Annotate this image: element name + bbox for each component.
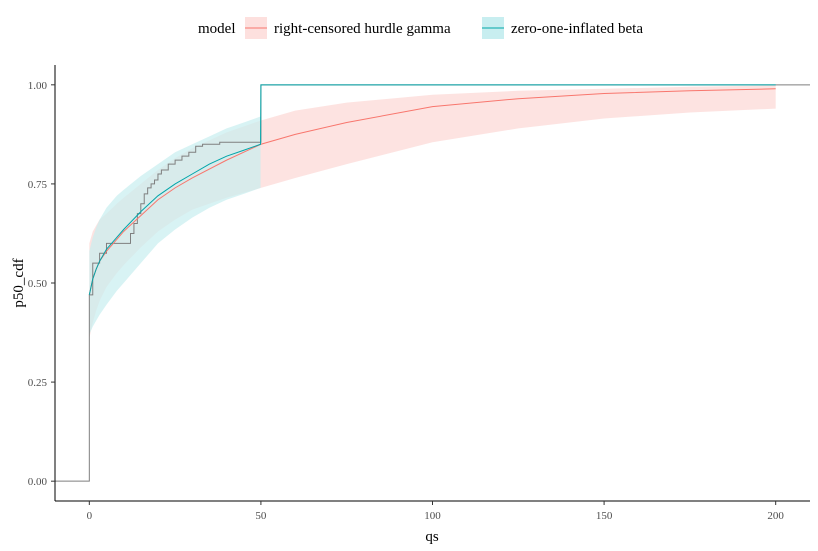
y-tick-label: 0.75 [28, 179, 48, 191]
y-tick-label: 0.25 [28, 377, 48, 389]
ribbon-layer [89, 85, 776, 339]
x-ticks: 0 50 100 150 200 [87, 501, 784, 522]
legend-entry-zoib: zero-one-inflated beta [482, 17, 643, 39]
line-layer [55, 84, 810, 482]
y-tick-label: 0.00 [28, 476, 48, 488]
empirical-cdf-line [55, 84, 810, 482]
x-axis-title: qs [425, 529, 439, 545]
ribbon-0 [89, 85, 776, 339]
x-tick-label: 150 [596, 510, 613, 522]
legend-entry-hurdle-gamma: right-censored hurdle gamma [245, 17, 451, 39]
ribbon-1 [89, 116, 261, 335]
y-tick-label: 1.00 [28, 80, 48, 92]
y-ticks: 0.00 0.25 0.50 0.75 1.00 [28, 80, 55, 488]
x-tick-label: 200 [767, 510, 784, 522]
legend: model right-censored hurdle gamma zero-o… [198, 17, 643, 39]
x-tick-label: 100 [424, 510, 441, 522]
series-line-1 [88, 84, 776, 295]
y-axis-title: p50_cdf [11, 258, 27, 307]
x-tick-label: 50 [255, 510, 267, 522]
legend-label-zoib: zero-one-inflated beta [511, 21, 643, 37]
legend-title: model [198, 21, 236, 37]
y-tick-label: 0.50 [28, 278, 48, 290]
x-tick-label: 0 [87, 510, 93, 522]
legend-label-hurdle-gamma: right-censored hurdle gamma [274, 21, 451, 37]
